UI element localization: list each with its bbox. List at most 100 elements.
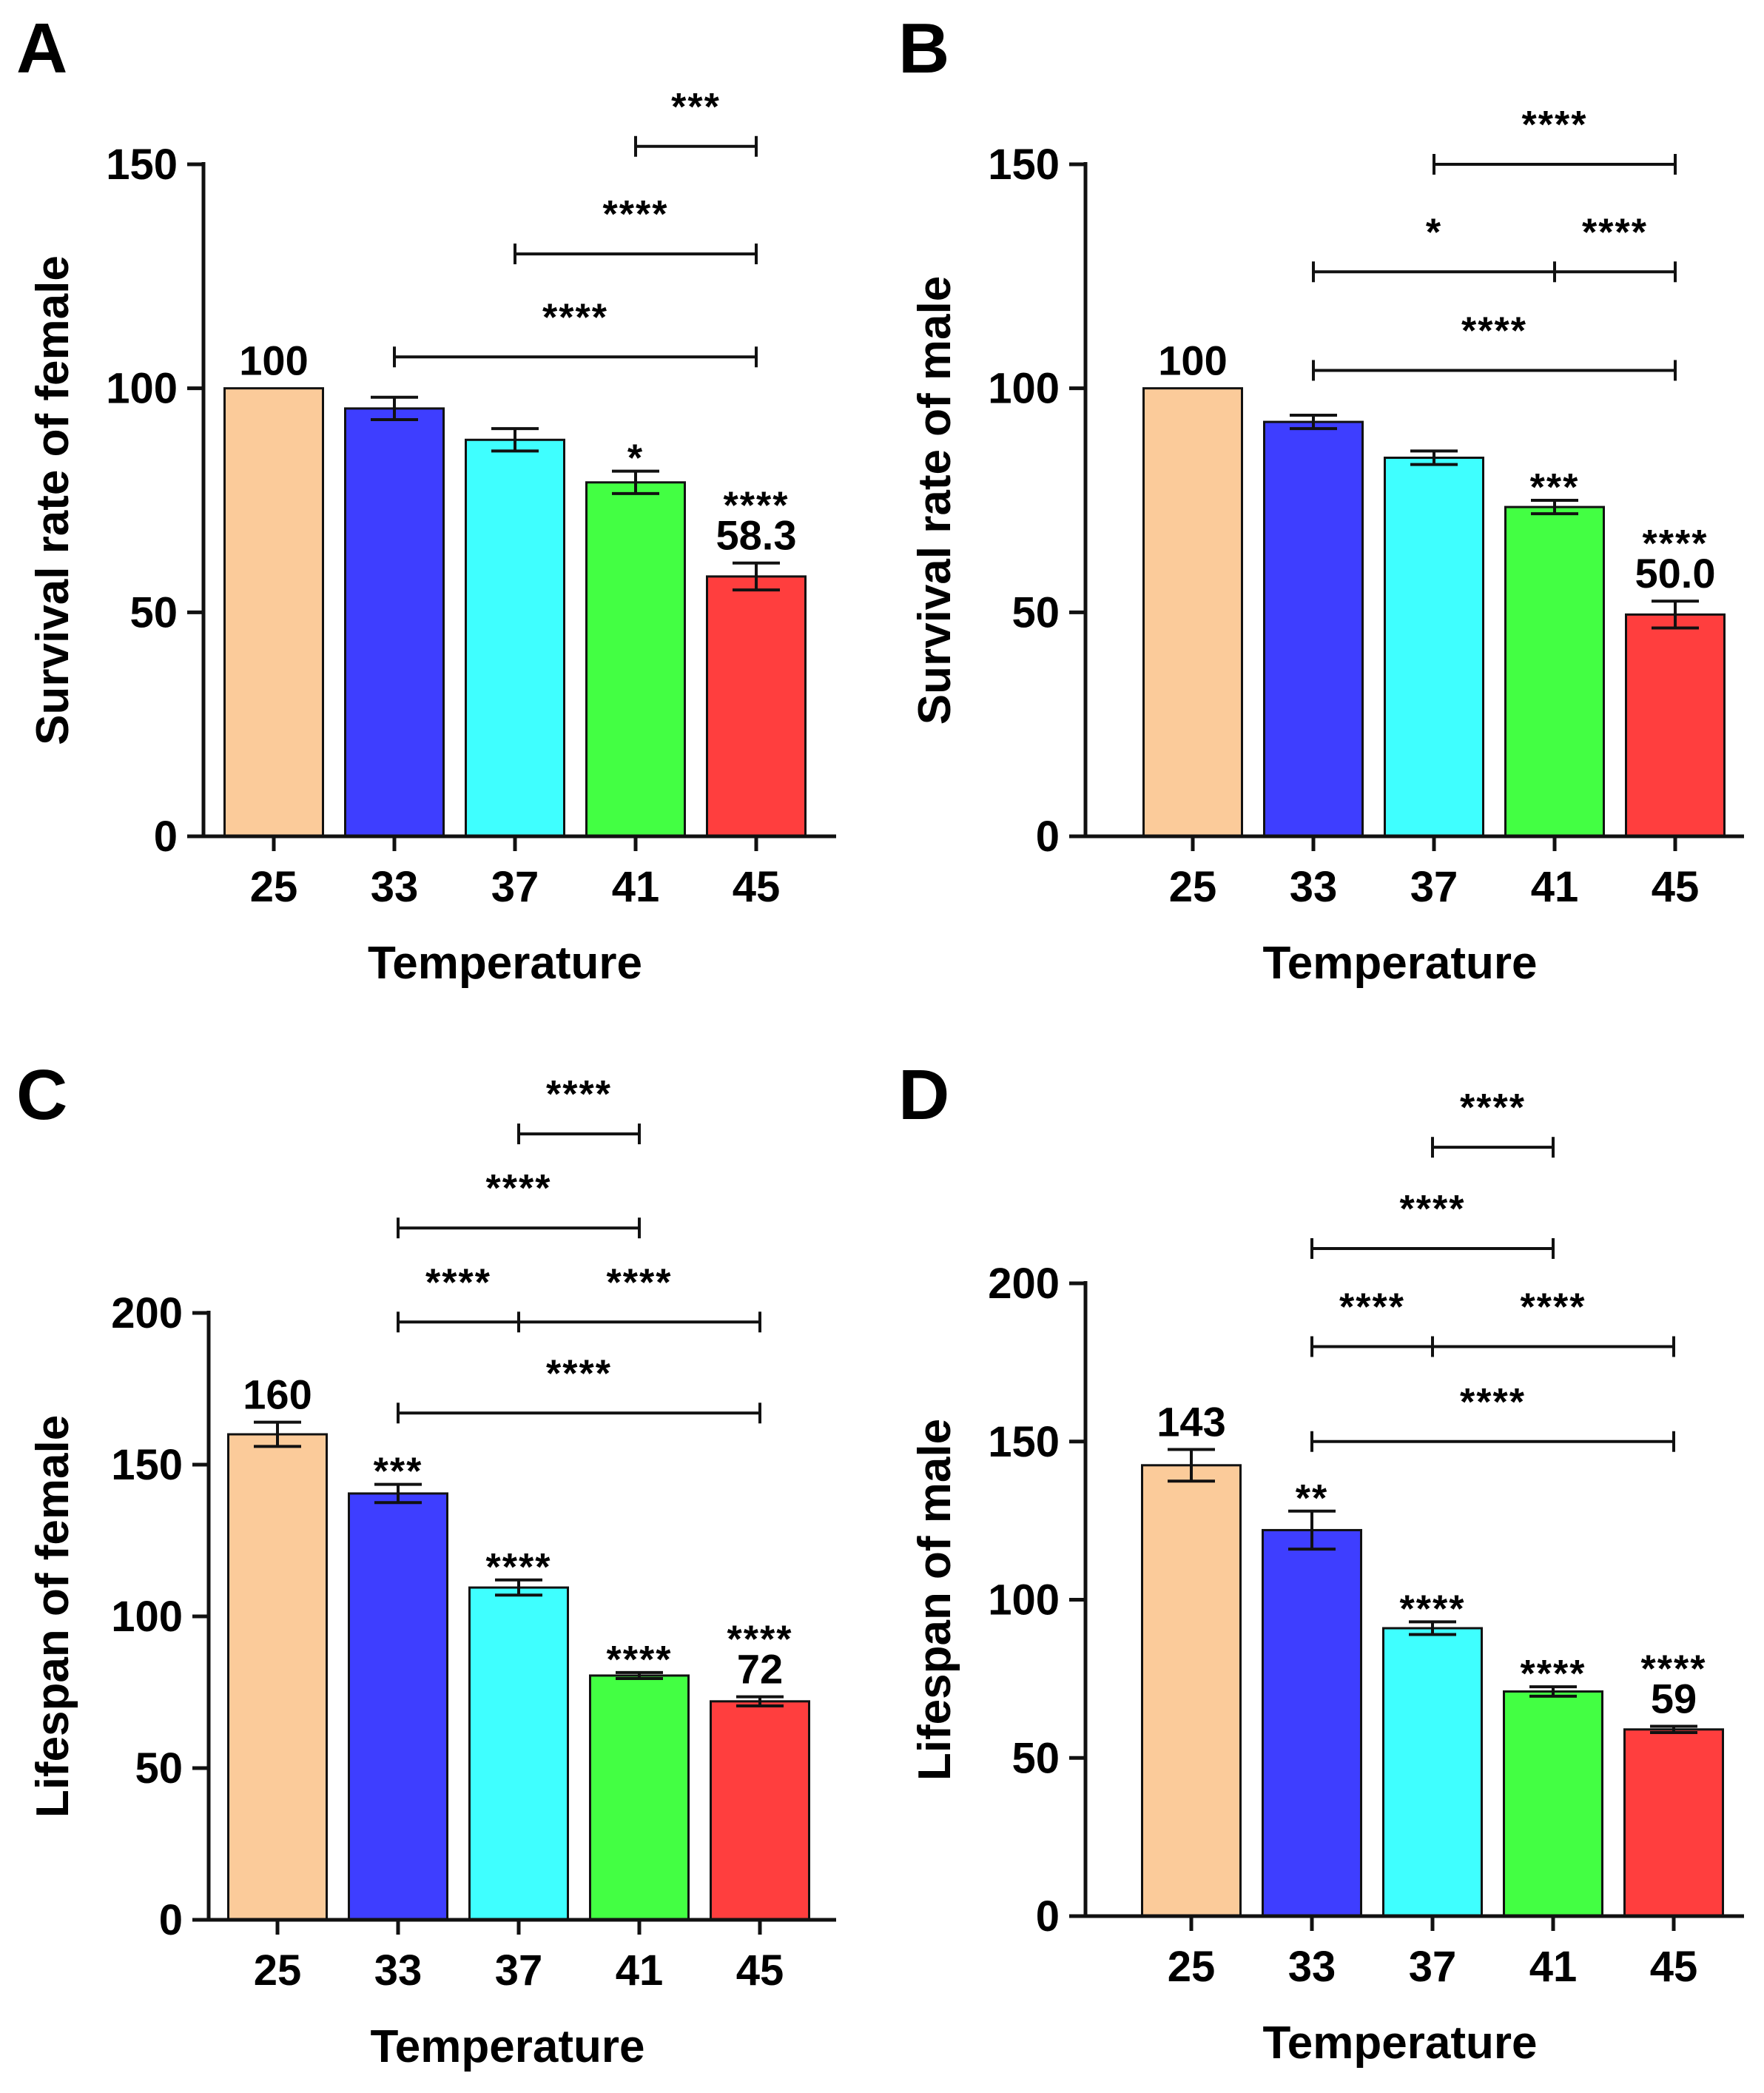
panel-c: C 160 *** **** **** 72 **** 0 50 100 150 200 25 33 37 4…	[0, 1046, 882, 2093]
bar-37	[465, 438, 565, 838]
significance-41: ***	[1530, 466, 1580, 509]
comparison-bracket	[393, 346, 758, 368]
y-tick-label: 150	[106, 141, 178, 189]
y-tick-label: 50	[135, 1744, 183, 1793]
bracket-significance: ****	[425, 1261, 491, 1304]
x-tick-label-33: 33	[374, 1946, 423, 1995]
bar-25	[1142, 387, 1243, 838]
x-tick-label-45: 45	[1652, 863, 1700, 911]
significance-33: **	[1296, 1477, 1328, 1520]
significance-45: ****	[1641, 1648, 1707, 1691]
value-label-45: 59	[1651, 1676, 1697, 1722]
bracket-significance: ****	[607, 1261, 673, 1304]
comparison-bracket	[397, 1217, 641, 1239]
significance-45: ****	[727, 1619, 793, 1662]
comparison-bracket	[1433, 154, 1677, 175]
bar-25	[1141, 1464, 1242, 1918]
bracket-significance: ****	[546, 1352, 612, 1395]
x-tick-label-41: 41	[616, 1946, 664, 1995]
y-axis-title: Survival rate of female	[27, 255, 78, 745]
y-tick-label: 100	[988, 365, 1060, 413]
value-label-45: 72	[737, 1646, 783, 1693]
error-bar-45	[1652, 599, 1699, 630]
significance-41: ****	[607, 1639, 673, 1682]
y-tick-label: 50	[129, 588, 178, 636]
error-bar-45	[733, 561, 780, 592]
y-tick-label: 0	[154, 813, 178, 861]
significance-41: ****	[1521, 1653, 1586, 1696]
x-tick-label-45: 45	[733, 863, 781, 911]
panel-letter: A	[16, 9, 67, 88]
error-bar-45	[1650, 1724, 1697, 1735]
panel-letter: B	[898, 9, 949, 88]
bar-37	[1382, 1627, 1483, 1918]
y-axis-title: Lifespan of male	[909, 1419, 960, 1781]
bar-33	[1262, 1528, 1362, 1918]
y-tick-label: 150	[111, 1441, 183, 1489]
y-tick-label: 0	[159, 1896, 183, 1944]
comparison-bracket	[1312, 261, 1677, 283]
bar-33	[348, 1492, 448, 1921]
x-tick-label-37: 37	[491, 863, 539, 911]
significance-41: *	[627, 437, 644, 480]
bar-41	[585, 481, 686, 838]
value-label-25: 100	[239, 337, 308, 384]
bracket-significance: ****	[486, 1167, 552, 1210]
x-tick-label-33: 33	[1290, 863, 1338, 911]
panel-letter: D	[898, 1055, 949, 1135]
x-tick-label-37: 37	[1409, 1943, 1457, 1991]
y-tick-label: 150	[988, 141, 1060, 189]
comparison-bracket	[634, 135, 758, 157]
comparison-bracket	[1310, 1237, 1555, 1259]
error-bar-33	[1290, 413, 1337, 431]
comparison-bracket	[1310, 1336, 1675, 1357]
bracket-significance: ****	[542, 296, 608, 339]
x-tick-label-25: 25	[254, 1946, 302, 1995]
bracket-significance: ****	[1460, 1381, 1526, 1424]
bracket-significance: ****	[1461, 309, 1527, 352]
x-axis-title: Temperature	[371, 2021, 645, 2072]
bracket-significance: ***	[671, 86, 721, 129]
error-bar-41	[616, 1670, 663, 1681]
y-tick-label: 0	[1036, 813, 1060, 861]
bar-45	[706, 575, 807, 838]
significance-45: ****	[1643, 523, 1709, 565]
x-tick-label-45: 45	[736, 1946, 784, 1995]
error-bar-33	[1288, 1509, 1336, 1551]
comparison-bracket	[1431, 1137, 1555, 1158]
bracket-significance: ****	[1460, 1086, 1526, 1129]
significance-37: ****	[486, 1546, 552, 1589]
bar-41	[589, 1674, 690, 1921]
bar-25	[223, 387, 324, 838]
y-tick-label: 100	[111, 1593, 183, 1641]
bar-45	[1623, 1728, 1724, 1918]
bracket-significance: *	[1426, 211, 1442, 254]
y-axis-title: Lifespan of female	[27, 1415, 78, 1818]
significance-33: ***	[374, 1451, 423, 1494]
comparison-bracket	[397, 1402, 761, 1424]
bar-41	[1504, 505, 1605, 838]
error-bar-37	[495, 1578, 542, 1597]
x-axis-title: Temperature	[368, 938, 642, 989]
error-bar-25	[1168, 1448, 1215, 1483]
value-label-45: 50.0	[1635, 550, 1716, 597]
error-bar-37	[491, 427, 539, 453]
error-bar-25	[254, 1420, 301, 1448]
comparison-bracket	[514, 243, 758, 265]
bar-25	[227, 1433, 328, 1921]
bar-37	[1384, 456, 1484, 838]
error-bar-45	[736, 1695, 784, 1707]
x-tick-label-37: 37	[495, 1946, 543, 1995]
x-tick-label-25: 25	[250, 863, 298, 911]
bar-41	[1503, 1690, 1603, 1918]
y-tick-label: 0	[1036, 1892, 1060, 1941]
value-label-25: 100	[1158, 337, 1227, 384]
bracket-significance: ****	[1339, 1286, 1405, 1329]
error-bar-33	[371, 395, 418, 422]
bar-37	[468, 1586, 569, 1921]
bar-45	[710, 1700, 810, 1921]
x-tick-label-41: 41	[1531, 863, 1579, 911]
y-tick-label: 50	[1011, 1734, 1060, 1782]
